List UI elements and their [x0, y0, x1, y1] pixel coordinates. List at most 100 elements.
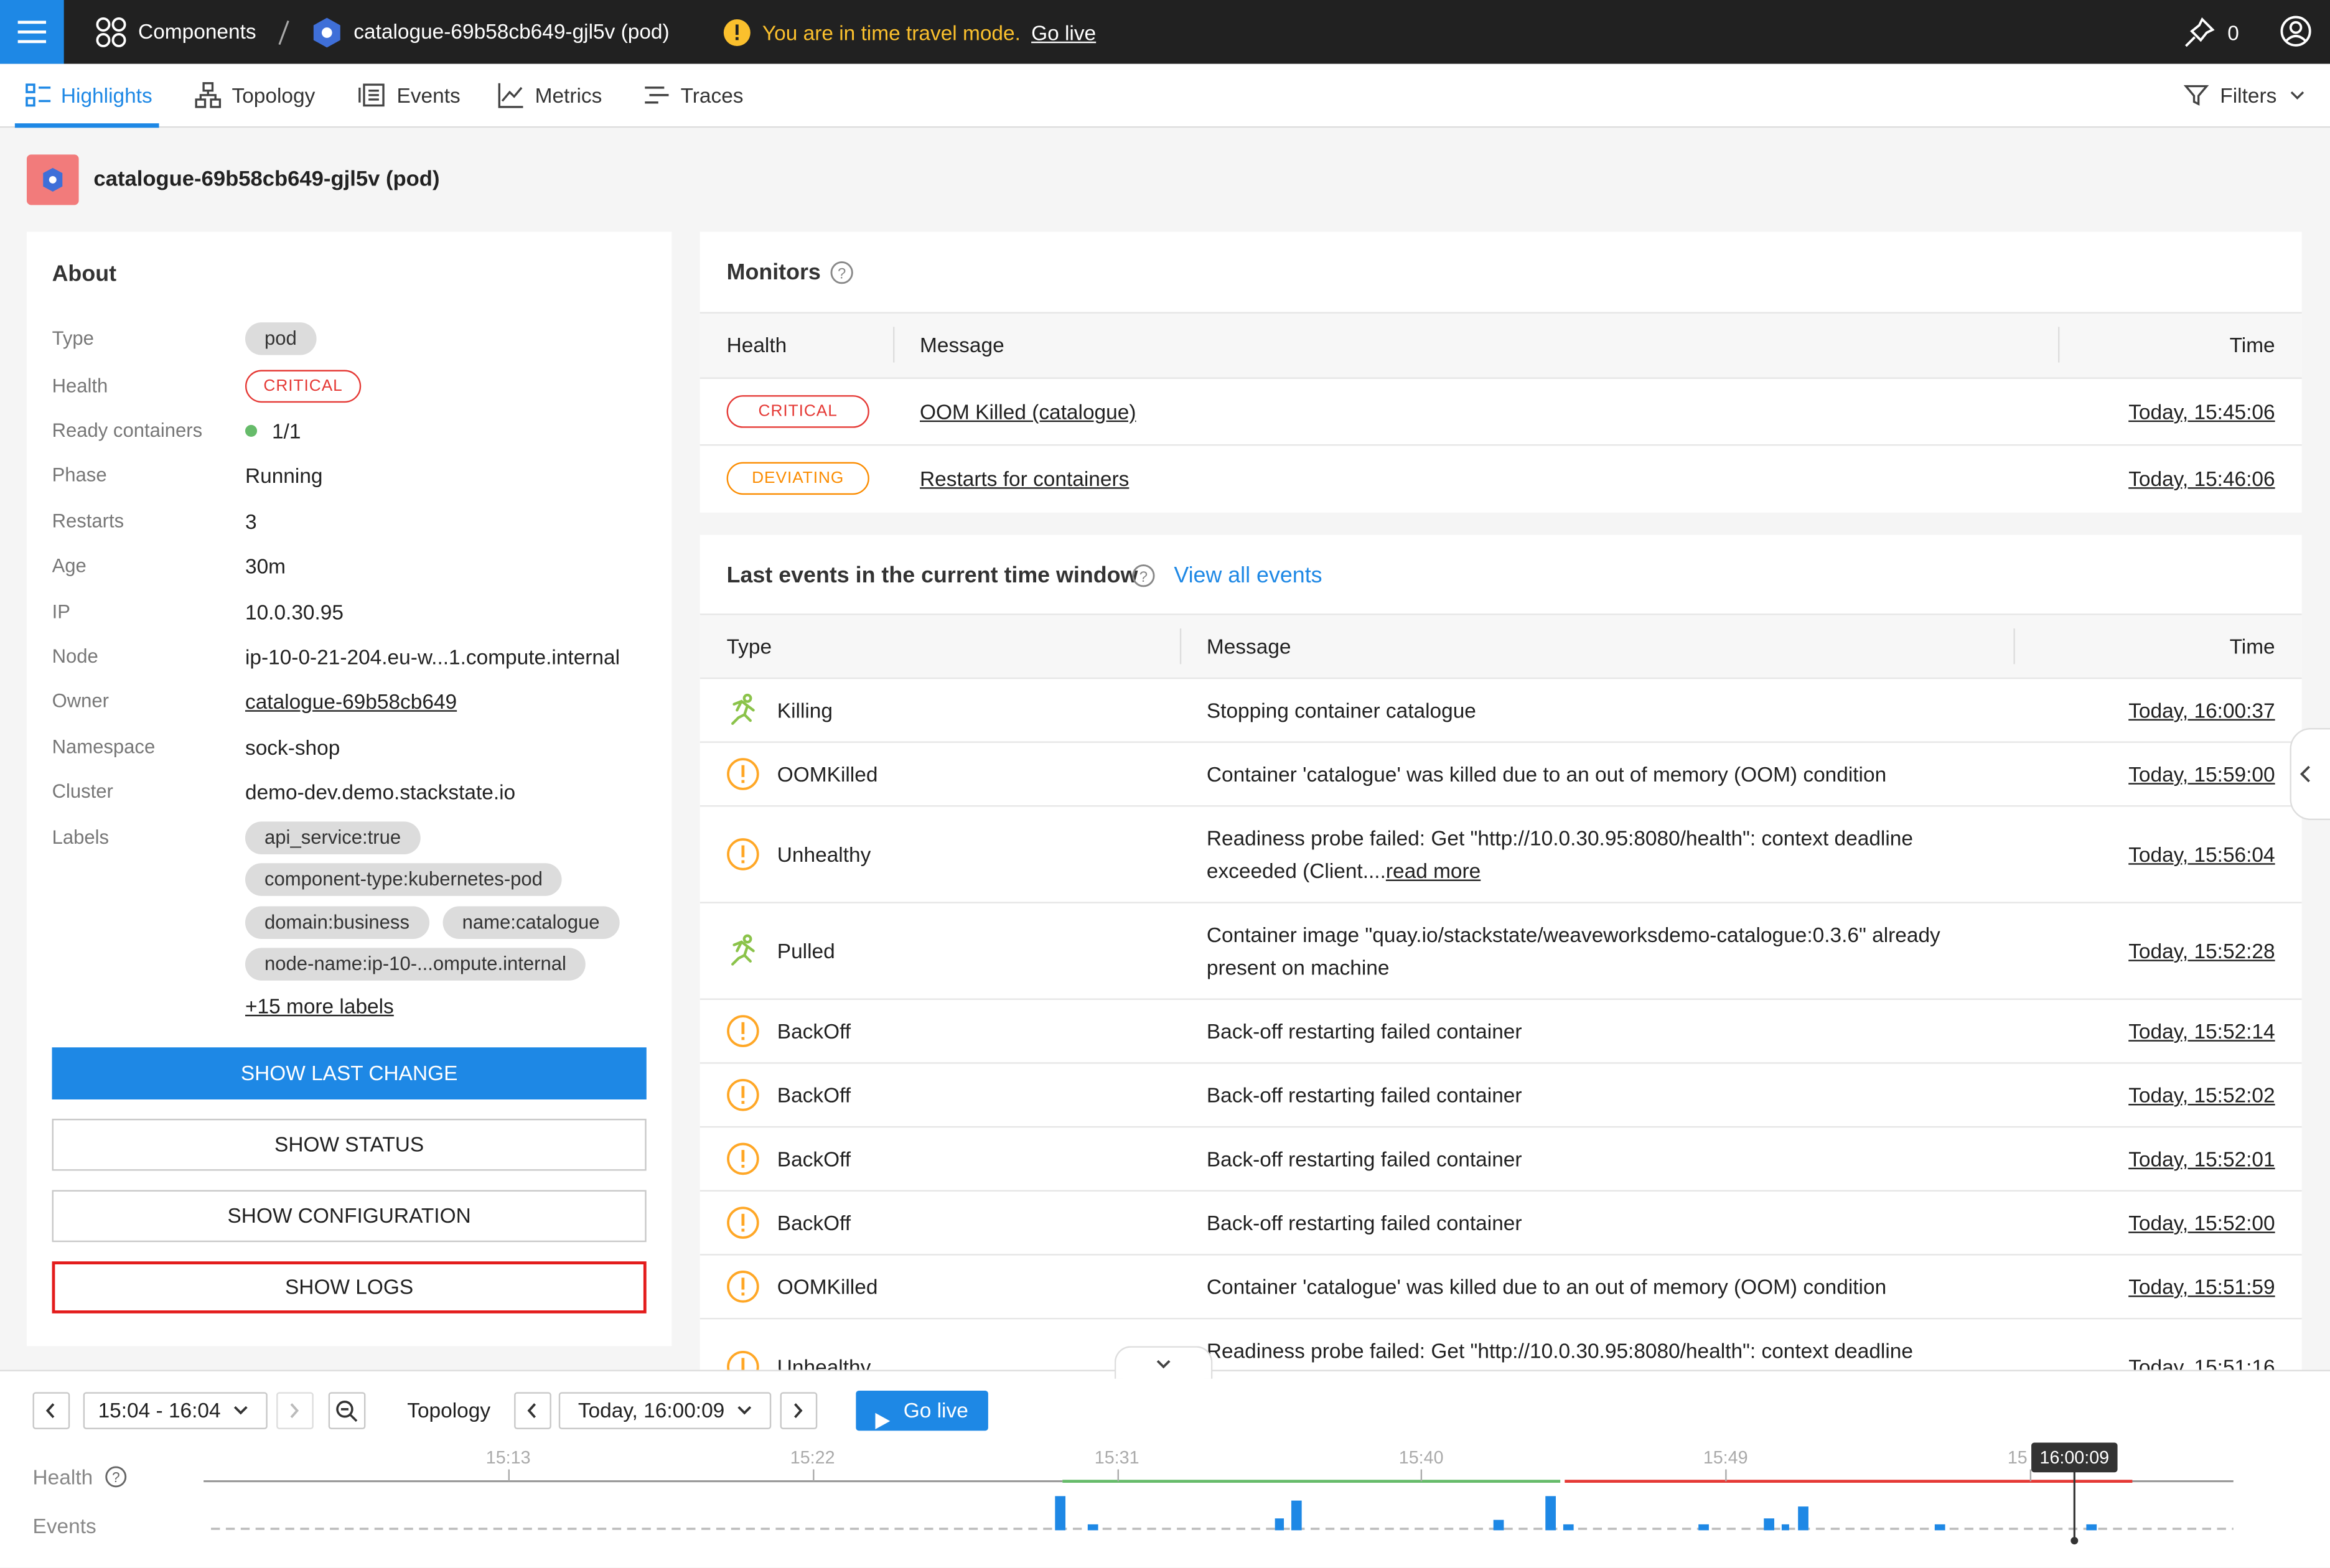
label-chip: node-name:ip-10-...ompute.internal	[245, 948, 586, 981]
event-time[interactable]: Today, 15:52:00	[2128, 1211, 2275, 1235]
go-live-button[interactable]: Go live	[856, 1390, 988, 1431]
event-type-icon	[725, 836, 760, 879]
field-value: ip-10-0-21-204.eu-w...1.compute.internal	[245, 645, 620, 669]
help-icon: ?	[829, 260, 854, 293]
tab[interactable]: Highlights	[60, 83, 152, 107]
event-bars	[1055, 1496, 2097, 1531]
pod-icon	[313, 17, 340, 48]
range-value: 15:04 - 16:04	[98, 1398, 221, 1422]
event-type-icon	[725, 933, 760, 976]
field-label: Owner	[52, 689, 110, 712]
tab[interactable]: Metrics	[535, 83, 602, 107]
field-label: Health	[52, 374, 108, 397]
time-dropdown[interactable]: Today, 16:00:09	[558, 1392, 772, 1430]
field-value: 30m	[245, 554, 286, 578]
label-chip: api_service:true	[245, 821, 421, 854]
event-time[interactable]: Today, 15:52:02	[2128, 1083, 2275, 1107]
event-time[interactable]: Today, 15:59:00	[2128, 762, 2275, 786]
view-all-events-link[interactable]: View all events	[1174, 562, 1322, 589]
action-button[interactable]: SHOW LOGS	[52, 1261, 647, 1314]
status-dot	[245, 424, 258, 437]
breadcrumb-item[interactable]: catalogue-69b58cb649-gjl5v (pod)	[353, 19, 670, 44]
field-label: Namespace	[52, 735, 156, 758]
monitors-panel: Monitors? Health Message Time CRITICAL OOM Ki…	[699, 231, 2302, 513]
about-title: About	[52, 261, 117, 287]
field-value: 1/1	[271, 419, 301, 443]
event-time[interactable]: Today, 16:00:37	[2128, 698, 2275, 722]
event-type-icon	[725, 1013, 760, 1056]
side-panel-chevron	[2300, 765, 2310, 783]
tab[interactable]: Topology	[232, 83, 316, 107]
menu-button[interactable]	[0, 0, 64, 64]
axis-tick	[1116, 1469, 1119, 1482]
event-message: Back-off restarting failed container	[1207, 1079, 1995, 1112]
monitor-time[interactable]: Today, 15:46:06	[2128, 466, 2275, 490]
event-time[interactable]: Today, 15:52:28	[2128, 939, 2275, 963]
breadcrumb-root[interactable]: Components	[138, 19, 256, 44]
filters-button[interactable]: Filters	[2220, 83, 2277, 107]
field-label: Type	[52, 327, 94, 350]
column-divider	[2013, 628, 2015, 665]
event-time[interactable]: Today, 15:52:14	[2128, 1019, 2275, 1043]
event-type-icon	[725, 756, 760, 799]
event-type-icon	[725, 693, 760, 735]
cursor-label: 16:00:09	[2039, 1447, 2110, 1468]
event-time[interactable]: Today, 15:51:59	[2128, 1274, 2275, 1299]
warning-icon	[723, 19, 751, 47]
range-dropdown[interactable]: 15:04 - 16:04	[83, 1392, 268, 1430]
active-tab-indicator	[14, 123, 159, 128]
event-type-icon	[725, 1205, 760, 1248]
go-live-link[interactable]: Go live	[1031, 21, 1097, 45]
event-time[interactable]: Today, 15:52:01	[2128, 1147, 2275, 1171]
top-bar	[0, 0, 2330, 64]
monitor-time[interactable]: Today, 15:45:06	[2128, 399, 2275, 424]
event-type-icon-glyph	[727, 758, 759, 790]
event-type: BackOff	[777, 1019, 851, 1043]
row-divider	[699, 1126, 2302, 1128]
label-chip: domain:business	[245, 906, 429, 940]
side-panel-toggle[interactable]	[2290, 727, 2330, 821]
more-labels-link[interactable]: +15 more labels	[245, 994, 394, 1018]
help-icon-glyph: ?	[830, 261, 853, 284]
event-message-text: Back-off restarting failed container	[1206, 1083, 1522, 1107]
event-time[interactable]: Today, 15:56:04	[2128, 842, 2275, 867]
field-value: 10.0.30.95	[245, 600, 344, 624]
filters-chevron	[2290, 91, 2304, 100]
user-icon[interactable]	[2280, 15, 2313, 48]
event-type: OOMKilled	[777, 1274, 878, 1299]
tab-icon	[358, 82, 385, 116]
read-more-link[interactable]: read more	[1385, 859, 1481, 883]
event-type: BackOff	[777, 1147, 851, 1171]
event-message: Container 'catalogue' was killed due to …	[1207, 1271, 1995, 1304]
tab[interactable]: Events	[396, 83, 461, 107]
axis-tick-label: 15:40	[1398, 1447, 1444, 1468]
pin-icon[interactable]	[2183, 16, 2216, 49]
column-header: Type	[726, 634, 772, 658]
row-divider	[699, 741, 2302, 743]
tab[interactable]: Traces	[680, 83, 744, 107]
action-button[interactable]: SHOW LAST CHANGE	[52, 1047, 647, 1099]
time-back-button-glyph	[527, 1403, 536, 1419]
components-icon	[96, 17, 126, 47]
monitor-link[interactable]: Restarts for containers	[920, 466, 1130, 490]
owner-link[interactable]: catalogue-69b58cb649	[245, 689, 457, 714]
filter-icon	[2183, 85, 2209, 106]
event-message-text: Container 'catalogue' was killed due to …	[1206, 762, 1887, 786]
axis-tick-label: 15	[2007, 1447, 2028, 1468]
row-divider	[699, 444, 2302, 446]
action-button[interactable]: SHOW STATUS	[52, 1118, 647, 1171]
event-type: BackOff	[777, 1083, 851, 1107]
expand-handle[interactable]	[1114, 1346, 1213, 1379]
step-back-button-glyph	[45, 1403, 55, 1419]
time-forward-button	[780, 1392, 818, 1430]
events-title: Last events in the current time window	[726, 562, 1138, 589]
event-type-icon-glyph	[727, 838, 759, 870]
field-value: sock-shop	[245, 735, 340, 760]
action-button[interactable]: SHOW CONFIGURATION	[52, 1190, 647, 1243]
tab-bar	[0, 63, 2330, 128]
axis-tick-label: 15:22	[790, 1447, 835, 1468]
help-icon-glyph: ?	[105, 1466, 127, 1488]
monitor-link[interactable]: OOM Killed (catalogue)	[920, 399, 1136, 424]
component-title: catalogue-69b58cb649-gjl5v (pod)	[93, 167, 440, 192]
column-header: Message	[1206, 634, 1291, 658]
